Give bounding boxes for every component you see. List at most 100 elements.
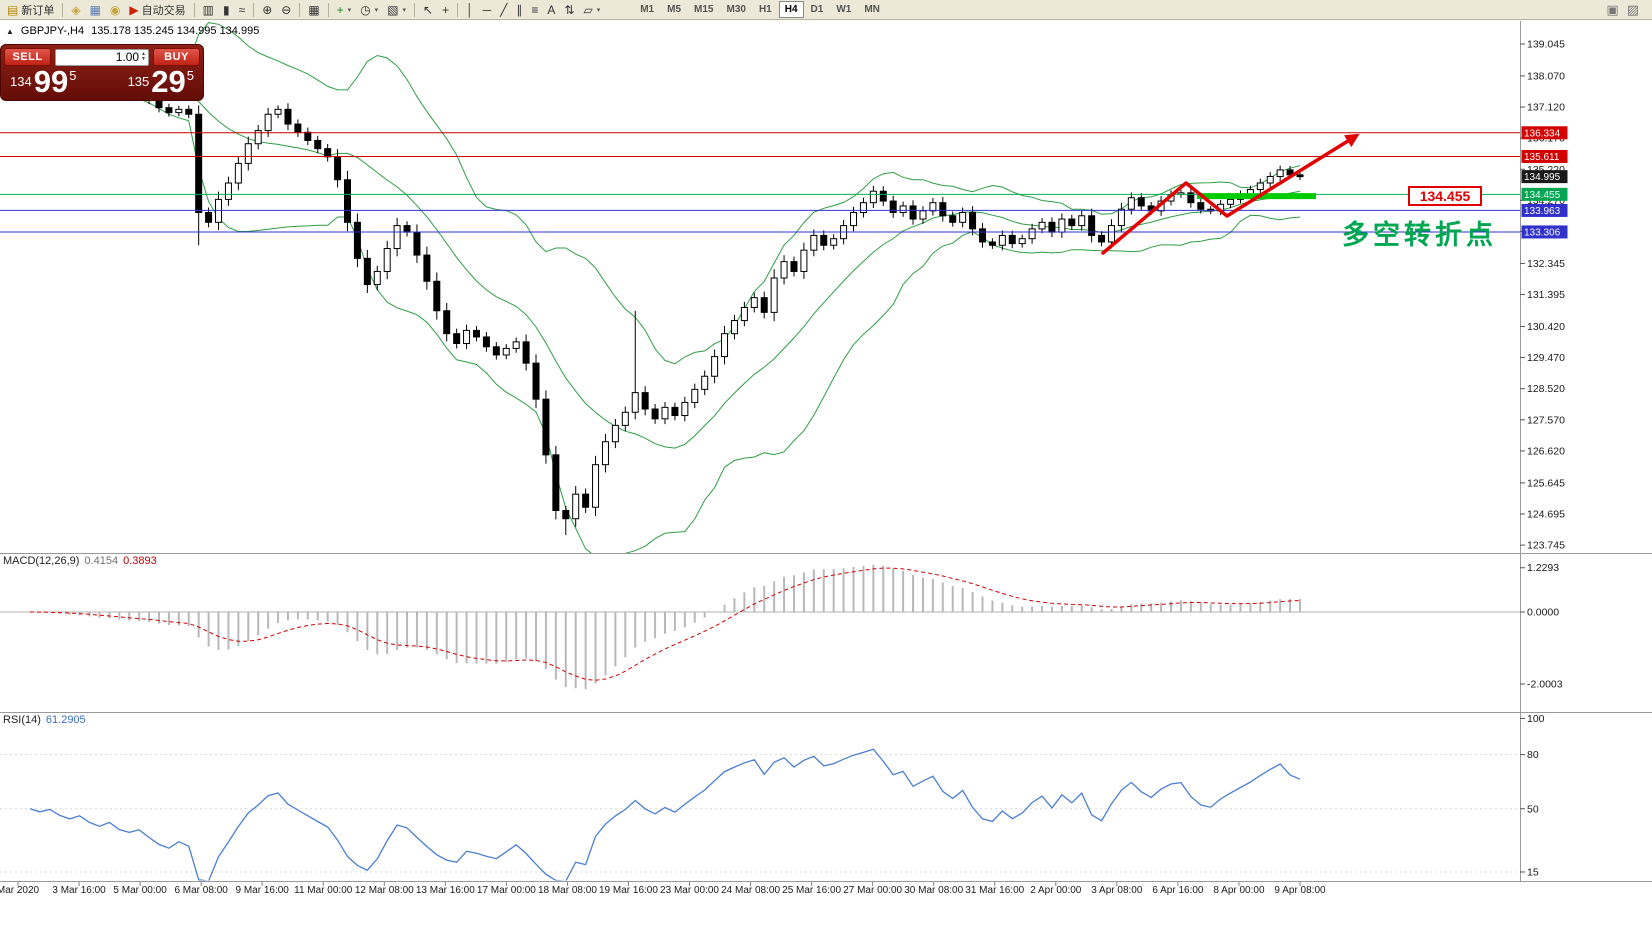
autotrading-button[interactable]: ▶ 自动交易	[125, 1, 189, 19]
candle	[850, 211, 858, 227]
candle	[304, 131, 312, 141]
candle	[353, 221, 361, 259]
price-tick-label: 139.045	[1527, 39, 1565, 51]
periods-button[interactable]: ◷ ▾	[356, 1, 382, 19]
print-button[interactable]: ▦	[86, 1, 105, 19]
toolbar-separator	[414, 2, 416, 17]
candle	[879, 190, 887, 202]
timeframe-m15-button[interactable]: M15	[694, 4, 714, 15]
new-order-icon: ▤	[7, 2, 19, 17]
time-axis-label: 3 Apr 08:00	[1091, 885, 1143, 896]
candle	[939, 202, 947, 217]
buy-button[interactable]: BUY	[153, 48, 200, 66]
toolbar-separator	[299, 2, 301, 17]
timeframe-m1-button[interactable]: M1	[640, 4, 655, 15]
candle	[601, 441, 609, 466]
sell-button[interactable]: SELL	[4, 48, 51, 66]
arrows-button[interactable]: ⇅	[560, 1, 578, 19]
zoom-in-button[interactable]: ⊕	[258, 1, 276, 19]
vertical-line-button[interactable]: │	[462, 1, 478, 19]
rsi-tick-label: 15	[1527, 866, 1539, 878]
line-chart-button[interactable]: ≈	[235, 1, 250, 19]
chevron-down-icon[interactable]: ▾	[374, 6, 379, 14]
shapes-button[interactable]: ▱ ▾	[579, 1, 604, 19]
timeframe-h4-button[interactable]: H4	[778, 1, 804, 18]
indicators-icon: +	[336, 2, 344, 17]
price-tick-label: 129.470	[1527, 352, 1565, 364]
volume-decrease-icon[interactable]: ▼	[141, 56, 146, 62]
chevron-down-icon[interactable]: ▾	[347, 6, 352, 14]
fibonacci-button[interactable]: ≡	[527, 1, 542, 19]
zoom-out-button[interactable]: ⊖	[277, 1, 295, 19]
trendline-button[interactable]: ╱	[496, 1, 511, 19]
volume-input[interactable]: 1.00 ▲ ▼	[55, 48, 149, 66]
candlestick-chart-button[interactable]: ▮	[219, 1, 234, 19]
text-button[interactable]: A	[543, 1, 559, 19]
time-axis[interactable]	[0, 882, 1520, 899]
candle	[730, 320, 738, 335]
chevron-down-icon[interactable]: ▾	[596, 6, 601, 14]
price-axis[interactable]	[1520, 21, 1580, 881]
toolbar-separator	[327, 2, 329, 17]
templates-button[interactable]: ▧ ▾	[383, 1, 410, 19]
price-callout-label: 134.455	[1408, 186, 1482, 206]
timeframe-h1-button[interactable]: H1	[758, 4, 772, 15]
window-icon-1[interactable]: ▣	[1606, 1, 1619, 17]
price-tag	[1521, 187, 1568, 201]
trend-arrow[interactable]	[1101, 133, 1360, 255]
timeframe-w1-button[interactable]: W1	[836, 4, 852, 15]
price-tag	[1521, 203, 1568, 217]
candle	[482, 336, 490, 348]
candle	[433, 280, 441, 312]
candle	[165, 107, 173, 114]
rsi-name: RSI(14)	[3, 714, 41, 726]
crosshair-icon: +	[442, 2, 450, 17]
arrows-icon: ⇅	[564, 2, 575, 17]
cursor-button[interactable]: ↖	[419, 1, 437, 19]
volume-increase-icon[interactable]: ▲	[141, 51, 146, 57]
candle	[820, 234, 828, 246]
window-icon-2[interactable]: ▨	[1626, 1, 1639, 17]
candle	[532, 362, 540, 400]
candle	[542, 398, 550, 456]
crosshair-button[interactable]: +	[438, 1, 453, 19]
macd-value-signal: 0.3893	[123, 555, 157, 567]
timeframe-d1-button[interactable]: D1	[810, 4, 824, 15]
time-axis-label: 19 Mar 16:00	[599, 885, 658, 896]
time-axis-label: 25 Mar 16:00	[782, 885, 841, 896]
timeframe-mn-button[interactable]: MN	[864, 4, 880, 15]
new-order-button[interactable]: ▤ 新订单	[3, 1, 58, 19]
trendline-icon: ╱	[500, 2, 508, 17]
horizontal-line-button[interactable]: ─	[479, 1, 496, 19]
candle	[1276, 169, 1284, 177]
vertical-line-icon: │	[466, 2, 474, 17]
templates-icon: ▧	[387, 2, 399, 17]
volume-value: 1.00	[115, 50, 140, 64]
sound-button[interactable]: ◉	[106, 1, 124, 19]
candle	[661, 406, 669, 420]
bar-chart-button[interactable]: ▥	[199, 1, 218, 19]
candle	[284, 108, 292, 125]
candle	[711, 356, 719, 377]
collapse-panel-icon[interactable]: ▲	[6, 26, 14, 36]
equidistant-channel-icon: ∥	[516, 2, 523, 17]
one-click-trading-panel: SELL 1.00 ▲ ▼ BUY 134 99 5 135 29 5	[0, 44, 204, 101]
timeframe-m5-button[interactable]: M5	[667, 4, 682, 15]
candle	[205, 211, 213, 223]
equidistant-channel-button[interactable]: ∥	[512, 1, 526, 19]
candle	[770, 277, 778, 313]
pointer-button[interactable]: ◈	[67, 1, 84, 19]
shapes-icon: ▱	[583, 2, 593, 17]
tile-windows-button[interactable]: ▦	[304, 1, 323, 19]
candle	[1038, 221, 1046, 230]
chevron-down-icon[interactable]: ▾	[402, 6, 407, 14]
autotrading-icon: ▶	[129, 2, 139, 17]
pointer-icon: ◈	[71, 2, 81, 17]
sound-icon: ◉	[109, 2, 121, 17]
autotrading-label: 自动交易	[141, 4, 186, 17]
time-axis-label: 5 Mar 00:00	[113, 885, 167, 896]
indicators-button[interactable]: + ▾	[333, 1, 356, 19]
candle	[403, 225, 411, 233]
timeframe-m30-button[interactable]: M30	[726, 4, 746, 15]
